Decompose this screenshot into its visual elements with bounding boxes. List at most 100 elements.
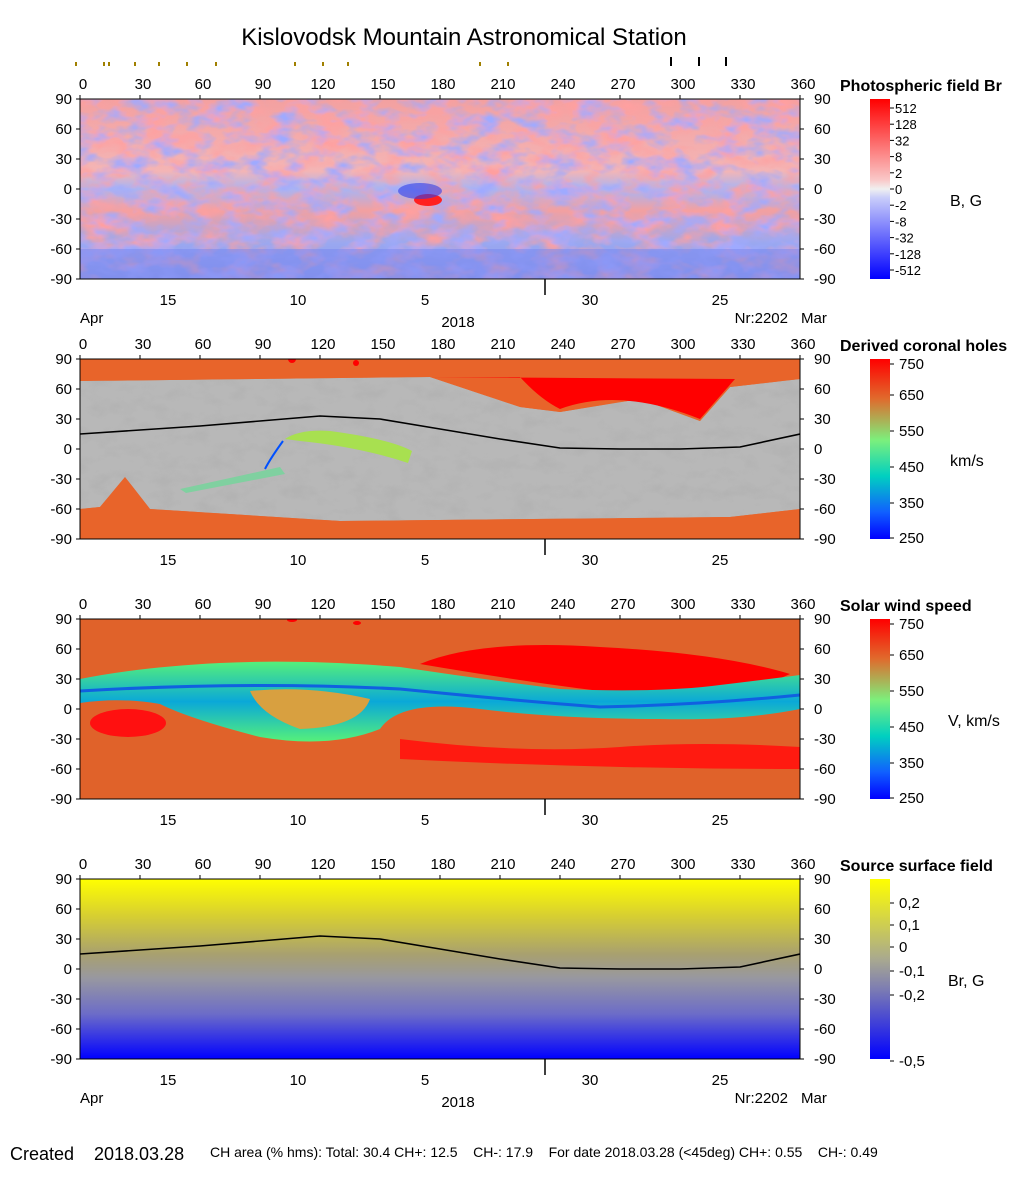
date-tick-label: 15 [160, 292, 177, 309]
colorbar-unit-label: B, G [950, 193, 982, 210]
plot-area [80, 359, 800, 539]
lat-tick-label-left: -60 [50, 501, 72, 518]
north-open-field [80, 359, 800, 421]
colorbar-unit-label: km/s [950, 453, 984, 470]
colorbar-tick-label: 450 [899, 719, 924, 736]
date-tick-label: 30 [582, 1072, 599, 1089]
lon-tick-label: 300 [670, 76, 695, 93]
date-tick-label: 5 [421, 552, 429, 569]
date-tick-label: 30 [582, 292, 599, 309]
lon-tick-label: 150 [370, 76, 395, 93]
colorbar-tick-label: -2 [895, 198, 907, 213]
fast-wind-region [90, 709, 166, 737]
lon-tick-label: 30 [135, 856, 152, 873]
colorbar-tick-label: 0,2 [899, 895, 920, 912]
date-tick-label: 10 [290, 292, 307, 309]
date-marker [108, 62, 110, 66]
lon-tick-label: 0 [79, 336, 87, 353]
colorbar-tick-label: 512 [895, 101, 917, 116]
lon-tick-label: 120 [310, 76, 335, 93]
colorbar-title: Photospheric field Br [840, 78, 1002, 95]
lon-tick-label: 330 [730, 336, 755, 353]
date-markers [75, 57, 727, 66]
lon-tick-label: 300 [670, 336, 695, 353]
colorbar [870, 359, 890, 539]
negative-coronal-hole [180, 467, 285, 493]
colorbar-tick-label: 250 [899, 790, 924, 807]
lat-tick-label-left: -30 [50, 991, 72, 1008]
lon-tick-label: 0 [79, 76, 87, 93]
date-tick-label: 10 [290, 1072, 307, 1089]
lon-tick-label: 150 [370, 856, 395, 873]
colorbar-tick-label: 650 [899, 387, 924, 404]
date-marker [158, 62, 160, 66]
lat-tick-label-right: -30 [814, 991, 836, 1008]
lat-tick-label-right: 0 [814, 701, 822, 718]
lat-tick-label-left: 90 [55, 871, 72, 888]
lon-tick-label: 180 [430, 856, 455, 873]
lat-tick-label-right: 0 [814, 441, 822, 458]
lon-tick-label: 360 [790, 76, 815, 93]
lat-tick-label-right: 60 [814, 641, 831, 658]
fast-wind-region [400, 739, 800, 769]
neutral-line [80, 415, 800, 450]
lat-tick-label-left: 60 [55, 381, 72, 398]
date-tick-label: 30 [582, 812, 599, 829]
coronal-hole-spot [288, 359, 296, 363]
date-tick-label: 5 [421, 812, 429, 829]
date-marker [507, 62, 509, 66]
lat-tick-label-left: 60 [55, 901, 72, 918]
lon-tick-label: 210 [490, 336, 515, 353]
lat-tick-label-right: -90 [814, 1051, 836, 1068]
lat-tick-label-right: -30 [814, 471, 836, 488]
lat-tick-label-right: 0 [814, 181, 822, 198]
lat-tick-label-right: 90 [814, 91, 831, 108]
lat-tick-label-left: -60 [50, 761, 72, 778]
date-tick-label: 25 [712, 812, 729, 829]
lat-tick-label-left: 0 [64, 181, 72, 198]
lat-tick-label-left: 30 [55, 411, 72, 428]
lat-tick-label-right: 30 [814, 411, 831, 428]
fast-wind-spot [353, 621, 361, 625]
lon-tick-label: 210 [490, 76, 515, 93]
lat-tick-label-right: 0 [814, 961, 822, 978]
colorbar-unit-label: V, km/s [948, 713, 1000, 730]
created-label: Created [10, 1144, 74, 1164]
colorbar-tick-label: -8 [895, 214, 907, 229]
colorbar-tick-label: 0 [895, 182, 902, 197]
colorbar-tick-label: 450 [899, 459, 924, 476]
lon-tick-label: 0 [79, 596, 87, 613]
fast-wind-spot [287, 619, 297, 622]
colorbar-tick-label: -0,1 [899, 963, 925, 980]
colorbar [870, 879, 890, 1059]
page-title: Kislovodsk Mountain Astronomical Station [241, 24, 687, 51]
lat-tick-label-left: -90 [50, 1051, 72, 1068]
lat-tick-label-right: -90 [814, 271, 836, 288]
month-right-label: Mar [801, 1090, 827, 1107]
colorbar-tick-label: -32 [895, 231, 914, 246]
lon-tick-label: 90 [255, 76, 272, 93]
lat-tick-label-right: -60 [814, 761, 836, 778]
lon-tick-label: 120 [310, 596, 335, 613]
lon-tick-label: 60 [195, 76, 212, 93]
lon-tick-label: 150 [370, 336, 395, 353]
date-marker [347, 62, 349, 66]
lon-tick-label: 30 [135, 76, 152, 93]
intermediate-wind [250, 689, 370, 729]
slow-wind-band [80, 661, 800, 742]
month-left-label: Apr [80, 310, 103, 327]
coronal-hole-spot [353, 360, 359, 366]
date-marker [186, 62, 188, 66]
lon-tick-label: 60 [195, 596, 212, 613]
colorbar-tick-label: 0,1 [899, 917, 920, 934]
lat-tick-label-left: 30 [55, 931, 72, 948]
date-marker [103, 62, 105, 66]
date-tick-label: 25 [712, 552, 729, 569]
colorbar-tick-label: 128 [895, 117, 917, 132]
neutral-line [80, 935, 800, 970]
plot-area [80, 879, 800, 1059]
